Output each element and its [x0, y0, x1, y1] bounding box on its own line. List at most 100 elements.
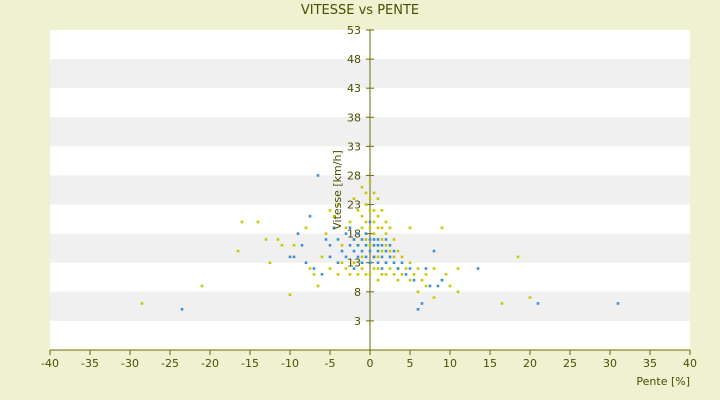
- data-point: [424, 273, 428, 276]
- data-point: [360, 249, 364, 253]
- data-point: [384, 261, 388, 265]
- data-point: [536, 302, 540, 305]
- data-point: [412, 278, 416, 282]
- data-point: [340, 261, 344, 265]
- data-point: [368, 226, 372, 230]
- x-tick-label: -20: [201, 357, 219, 370]
- x-tick-label: 25: [563, 357, 577, 370]
- data-point: [328, 209, 332, 212]
- data-point: [340, 249, 344, 253]
- data-point: [236, 249, 240, 253]
- data-point: [404, 273, 408, 276]
- data-point: [280, 243, 284, 247]
- x-tick-label: -35: [81, 357, 99, 370]
- data-point: [336, 238, 340, 241]
- data-point: [332, 214, 336, 218]
- data-point: [200, 284, 204, 288]
- data-point: [372, 220, 376, 224]
- y-tick-label: 43: [347, 82, 361, 95]
- data-point: [424, 284, 428, 288]
- data-point: [424, 267, 428, 270]
- data-point: [360, 261, 364, 265]
- data-point: [384, 273, 388, 276]
- data-point: [292, 243, 296, 247]
- data-point: [432, 267, 436, 270]
- data-point: [352, 267, 356, 270]
- y-tick-label: 8: [354, 286, 361, 299]
- data-point: [316, 174, 320, 177]
- x-tick-label: 10: [443, 357, 457, 370]
- data-point: [364, 220, 368, 224]
- data-point: [140, 302, 144, 305]
- data-point: [432, 296, 436, 299]
- x-tick-label: 20: [523, 357, 537, 370]
- data-point: [180, 307, 184, 311]
- data-point: [416, 307, 420, 311]
- data-point: [400, 273, 404, 276]
- data-point: [368, 209, 372, 212]
- data-point: [312, 267, 316, 270]
- data-point: [352, 238, 356, 241]
- data-point: [288, 255, 292, 259]
- data-point: [528, 296, 532, 299]
- data-point: [336, 203, 340, 206]
- data-point: [344, 226, 348, 230]
- y-tick-label: 23: [347, 199, 361, 212]
- data-point: [368, 220, 372, 224]
- x-tick-label: 35: [643, 357, 657, 370]
- data-point: [372, 243, 376, 247]
- data-point: [356, 209, 360, 212]
- y-tick-label: 53: [347, 24, 361, 37]
- data-point: [288, 293, 292, 297]
- data-point: [388, 249, 392, 253]
- data-point: [372, 238, 376, 241]
- data-point: [368, 179, 372, 183]
- data-point: [304, 261, 308, 265]
- y-tick-label: 3: [354, 315, 361, 328]
- data-point: [436, 284, 440, 288]
- data-point: [380, 238, 384, 241]
- data-point: [404, 267, 408, 270]
- data-point: [360, 267, 364, 270]
- data-point: [352, 197, 356, 201]
- data-point: [384, 220, 388, 224]
- data-point: [304, 226, 308, 230]
- data-point: [380, 226, 384, 230]
- data-point: [320, 273, 324, 276]
- data-point: [376, 249, 380, 253]
- data-point: [368, 238, 372, 241]
- data-point: [376, 261, 380, 265]
- data-point: [360, 214, 364, 218]
- data-point: [364, 232, 368, 235]
- x-tick-label: 30: [603, 357, 617, 370]
- x-ticks: -40 -35 -30 -25 -20 -15 -10 -5 0 5 10 15 20 25 30 35 40: [41, 350, 697, 370]
- data-point: [440, 278, 444, 282]
- data-point: [372, 209, 376, 212]
- data-point: [368, 273, 372, 276]
- data-point: [340, 243, 344, 247]
- data-point: [276, 238, 280, 241]
- data-point: [376, 226, 380, 230]
- data-point: [420, 278, 424, 282]
- data-point: [348, 273, 352, 276]
- data-point: [372, 232, 376, 235]
- data-point: [264, 238, 268, 241]
- data-point: [308, 267, 312, 270]
- data-point: [616, 302, 620, 305]
- data-point: [344, 232, 348, 235]
- data-point: [392, 249, 396, 253]
- data-point: [352, 249, 356, 253]
- data-point: [384, 249, 388, 253]
- data-point: [384, 238, 388, 241]
- x-axis-label: Pente [%]: [636, 375, 690, 388]
- x-tick-label: 40: [683, 357, 697, 370]
- y-ticks: 38131823283338434853: [347, 24, 374, 328]
- data-point: [292, 255, 296, 259]
- y-tick-label: 28: [347, 169, 361, 182]
- data-point: [368, 249, 372, 253]
- data-point: [388, 267, 392, 270]
- y-tick-label: 38: [347, 111, 361, 124]
- data-point: [456, 290, 460, 294]
- data-point: [356, 255, 360, 259]
